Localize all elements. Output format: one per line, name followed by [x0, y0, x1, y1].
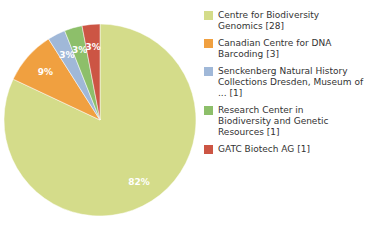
- html-text:Centre for Biodiversity Genomi: Centre for Biodiversity Genomics [28]: [218, 10, 320, 31]
- svg-text:9%: 9%: [38, 67, 53, 77]
- svg-text:82%: 82%: [128, 177, 150, 187]
- html-text:GATC Biotech AG [1]: GATC Biotech AG [1]: [218, 144, 310, 154]
- html-text:Canadian Centre for DNA Barcod: Canadian Centre for DNA Barcoding [3]: [218, 38, 332, 59]
- svg-text:3%: 3%: [59, 50, 75, 60]
- html-text:Senckenberg Natural History Co: Senckenberg Natural History Collections …: [218, 66, 364, 98]
- html-text:Research Center in Biodiversit: Research Center in Biodiversity and Gene…: [218, 105, 329, 137]
- svg-text:3%: 3%: [72, 44, 88, 55]
- svg-text:3%: 3%: [85, 42, 100, 52]
